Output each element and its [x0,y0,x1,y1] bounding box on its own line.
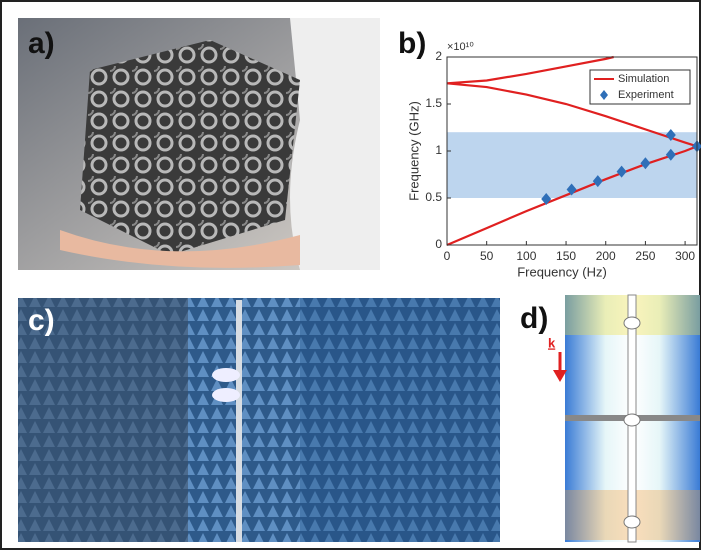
y-tick-label: 1.5 [425,96,442,110]
y-tick-label: 1 [435,143,442,157]
x-tick-label: 250 [635,249,655,263]
x-axis-label: Frequency (Hz) [517,264,607,279]
photo-lattice [18,18,380,270]
figure: a) c) k d) b) 0 0.5 1 1.5 2 0 50 100 150 200 250 30… [0,0,701,550]
y-scale-label: ×10¹⁰ [447,41,474,53]
y-tick-label: 0.5 [425,190,442,204]
x-tick-label: 200 [596,249,616,263]
legend-label: Simulation [618,73,669,85]
x-tick-label: 100 [516,249,536,263]
y-tick-label: 2 [435,49,442,63]
panel-label: b) [398,27,426,60]
panel-label: c) [28,304,55,337]
field-map [553,295,700,542]
y-tick-label: 0 [435,237,442,251]
legend-label: Experiment [618,89,674,101]
panel-label: a) [28,27,55,60]
panel-label: d) [520,302,548,335]
x-tick-label: 0 [444,249,451,263]
photo-chamber [18,298,500,542]
wave-vector-label: k [548,335,556,350]
y-axis-label: Frequency (GHz) [406,101,421,201]
x-tick-label: 50 [480,249,494,263]
x-tick-label: 150 [556,249,576,263]
x-tick-label: 300 [675,249,695,263]
